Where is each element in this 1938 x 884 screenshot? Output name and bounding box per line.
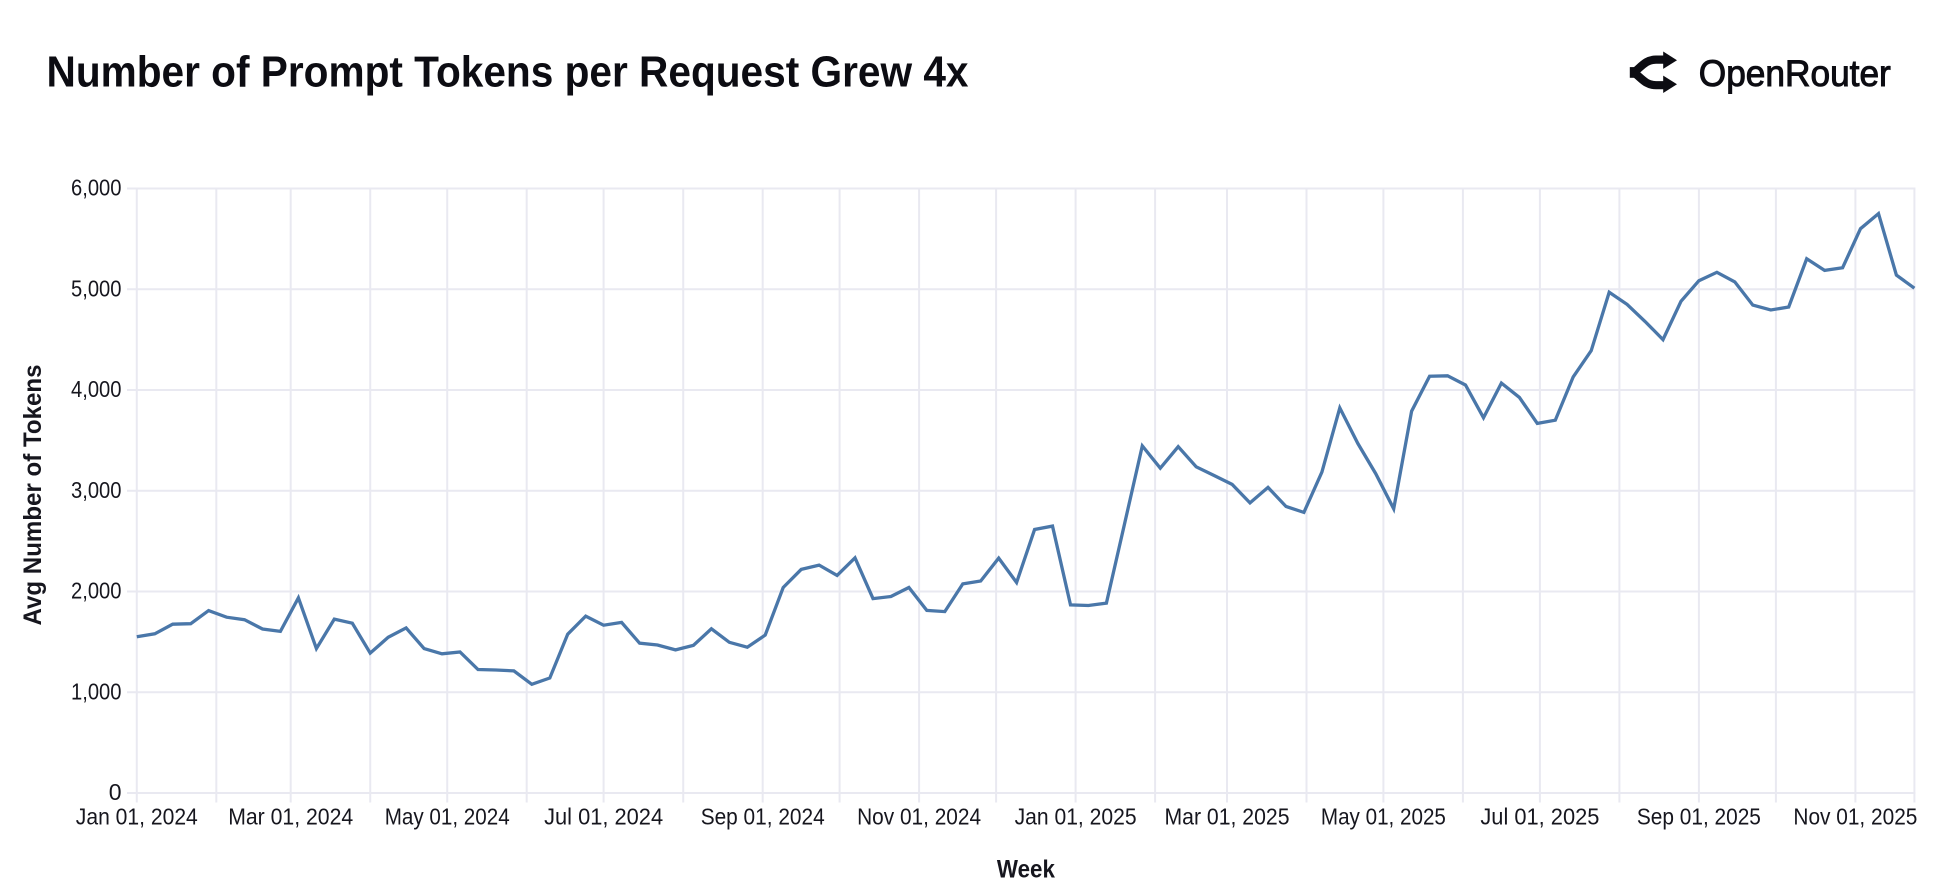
svg-text:Week: Week <box>997 856 1055 884</box>
svg-text:Jul 01, 2025: Jul 01, 2025 <box>1480 803 1599 829</box>
svg-text:4,000: 4,000 <box>71 376 122 402</box>
svg-text:Avg Number of Tokens: Avg Number of Tokens <box>19 365 47 626</box>
svg-text:Mar 01, 2025: Mar 01, 2025 <box>1165 803 1290 829</box>
svg-text:Sep 01, 2025: Sep 01, 2025 <box>1637 803 1761 829</box>
svg-text:Number of Prompt Tokens per Re: Number of Prompt Tokens per Request Grew… <box>47 48 969 97</box>
svg-text:May 01, 2025: May 01, 2025 <box>1321 803 1446 829</box>
svg-text:3,000: 3,000 <box>71 477 122 503</box>
svg-text:Nov 01, 2024: Nov 01, 2024 <box>857 803 981 829</box>
svg-text:2,000: 2,000 <box>71 578 122 604</box>
svg-text:May 01, 2024: May 01, 2024 <box>385 803 510 829</box>
svg-text:Jan 01, 2024: Jan 01, 2024 <box>76 803 198 829</box>
svg-text:Sep 01, 2024: Sep 01, 2024 <box>701 803 825 829</box>
svg-text:Mar 01, 2024: Mar 01, 2024 <box>228 803 353 829</box>
svg-text:6,000: 6,000 <box>71 175 122 201</box>
svg-text:5,000: 5,000 <box>71 275 122 301</box>
svg-text:0: 0 <box>109 779 122 805</box>
svg-text:OpenRouter: OpenRouter <box>1699 52 1891 94</box>
svg-text:Jan 01, 2025: Jan 01, 2025 <box>1015 803 1137 829</box>
svg-text:Jul 01, 2024: Jul 01, 2024 <box>544 803 663 829</box>
svg-text:1,000: 1,000 <box>71 678 122 704</box>
svg-text:Nov 01, 2025: Nov 01, 2025 <box>1793 803 1917 829</box>
